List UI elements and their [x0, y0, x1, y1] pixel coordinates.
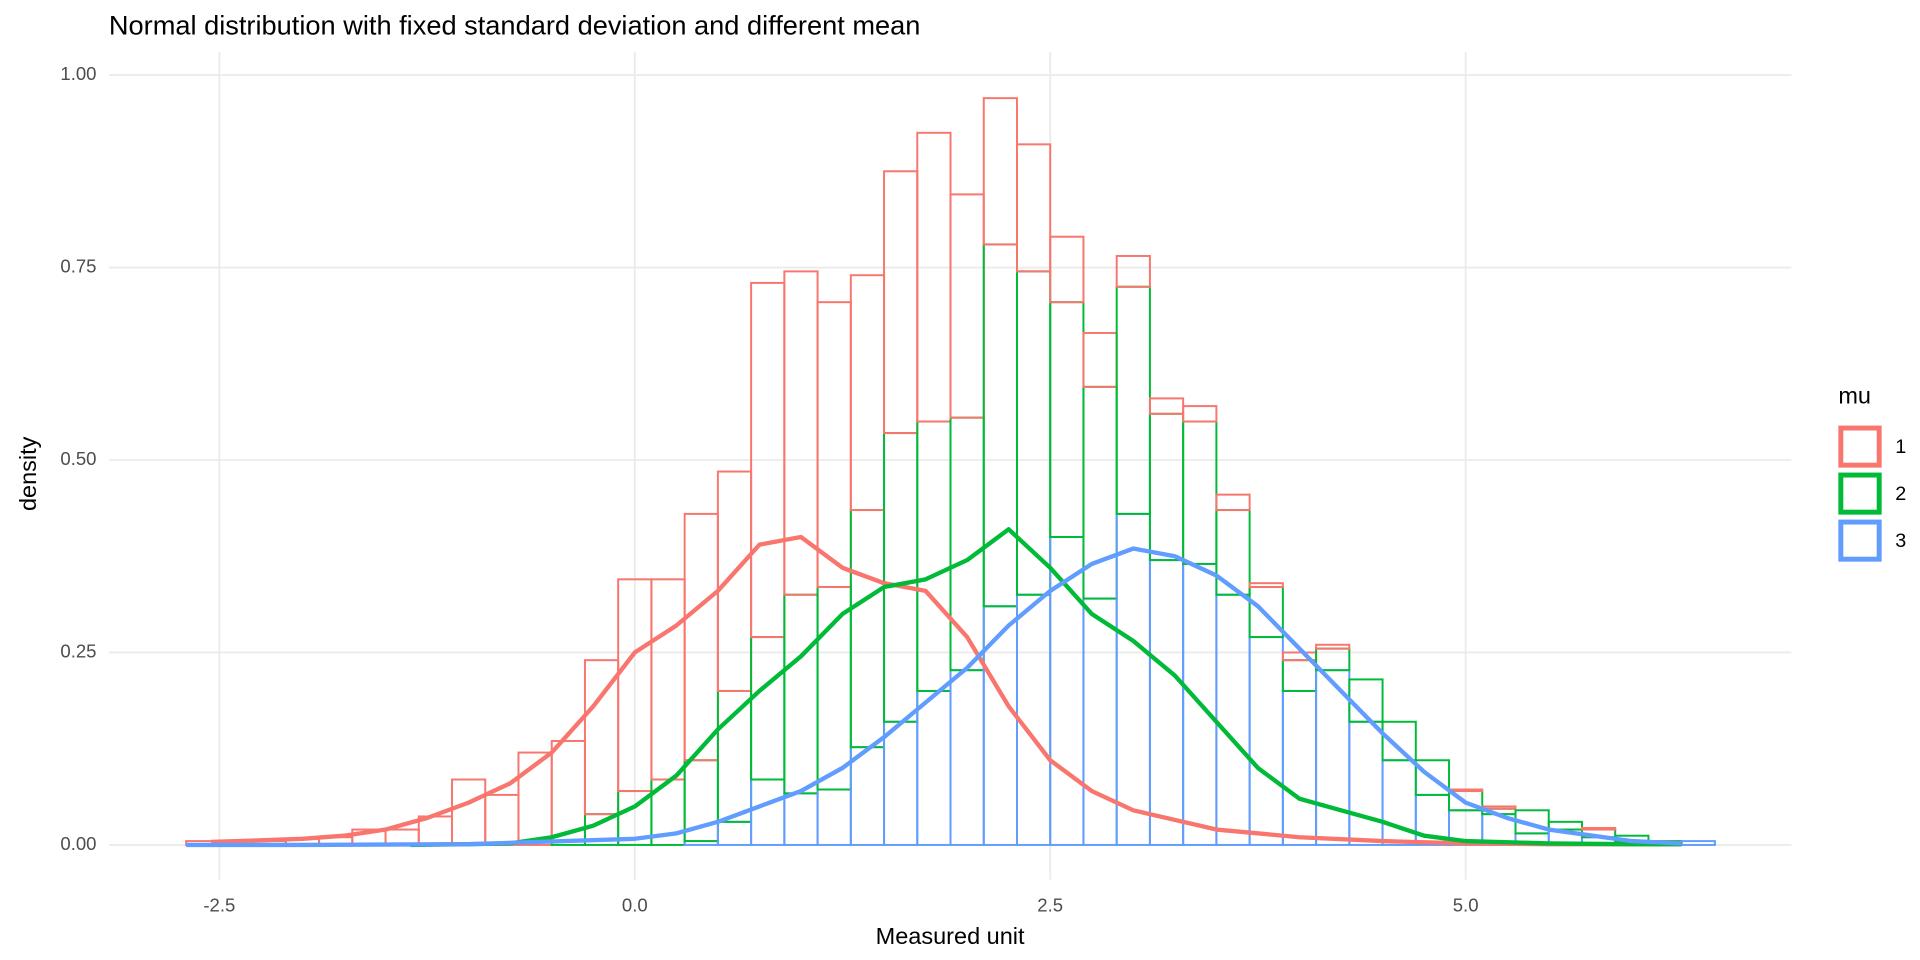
histogram-bar	[1315, 643, 1351, 650]
y-tick-label: 0.25	[60, 640, 96, 661]
histogram-bar	[1148, 397, 1185, 415]
histogram-bar	[650, 578, 686, 781]
histogram-bar	[1115, 254, 1151, 288]
histogram-bar	[1082, 597, 1118, 846]
histogram-bar	[916, 689, 952, 846]
x-tick-label: -2.5	[203, 895, 235, 916]
histogram-bar	[451, 778, 487, 846]
histogram-bar	[1115, 285, 1151, 515]
histogram-bar	[1448, 788, 1484, 793]
y-tick-label: 1.00	[60, 63, 96, 84]
legend-label: 2	[1895, 483, 1906, 505]
histogram-bar	[783, 792, 819, 846]
y-tick-label: 0.00	[60, 833, 96, 854]
histogram-bar	[1215, 493, 1251, 512]
histogram-bar	[982, 243, 1018, 608]
histogram-bar	[849, 746, 886, 846]
histogram-bar	[1381, 720, 1417, 762]
legend-label: 3	[1895, 530, 1906, 552]
histogram-bar	[1248, 582, 1284, 589]
histogram-bar	[716, 820, 753, 846]
histogram-bar	[1015, 270, 1052, 596]
histogram-bar	[1148, 559, 1185, 846]
histogram-bar	[1547, 820, 1583, 831]
chart-title: Normal distribution with fixed standard …	[109, 9, 921, 40]
histogram-bar	[883, 170, 919, 435]
histogram-bar	[949, 669, 985, 846]
histogram-bar	[849, 509, 886, 749]
histogram-bar	[982, 97, 1018, 246]
histogram-bar	[1049, 301, 1085, 538]
legend-label: 1	[1895, 436, 1906, 458]
histogram-bar	[949, 193, 985, 419]
y-tick-label: 0.50	[60, 448, 96, 469]
histogram-bar	[1215, 509, 1251, 596]
histogram-bar	[1281, 659, 1318, 692]
histogram-bar	[484, 793, 520, 846]
histogram-bar	[1182, 405, 1218, 423]
legend-key	[1838, 472, 1882, 515]
y-axis-label: density	[15, 436, 41, 511]
histogram-bar	[1680, 840, 1716, 846]
x-axis-label: Measured unit	[876, 923, 1025, 949]
x-tick-label: 5.0	[1453, 895, 1479, 916]
density-line	[210, 534, 1682, 847]
density-line	[410, 527, 1682, 848]
histogram-bar	[1182, 420, 1218, 565]
histogram-bar	[949, 416, 985, 672]
histogram-bar	[849, 274, 886, 512]
histogram-bar	[816, 586, 852, 791]
histogram-bar	[1148, 412, 1185, 562]
histogram-bar	[1015, 593, 1052, 846]
histogram-bar	[816, 301, 852, 589]
histogram-bar	[550, 740, 586, 843]
density-line	[186, 546, 1682, 848]
histogram-bar	[1248, 636, 1284, 846]
histogram-bar	[1115, 512, 1151, 846]
histogram-bar	[916, 131, 952, 423]
histogram-bar	[1082, 331, 1118, 388]
histogram-bar	[816, 788, 852, 846]
histogram-bar	[1414, 759, 1451, 796]
histogram-bar	[750, 636, 786, 781]
histogram-bar	[1580, 827, 1617, 831]
histogram-bar	[883, 432, 919, 723]
histogram-bar	[883, 720, 919, 846]
histogram-bar	[1215, 593, 1251, 846]
histogram-bar	[750, 778, 786, 846]
histogram-bar	[1015, 143, 1052, 273]
histogram-bar	[1281, 689, 1318, 846]
histogram-bar	[716, 689, 753, 823]
x-tick-label: 0.0	[622, 895, 648, 916]
histogram-bar	[1049, 235, 1085, 304]
x-tick-label: 2.5	[1037, 895, 1063, 916]
legend-title: mu	[1838, 382, 1871, 408]
histogram-bar	[716, 470, 753, 692]
histogram-bar	[982, 605, 1018, 846]
histogram-bar	[916, 420, 952, 692]
legend-key	[1838, 425, 1882, 468]
y-tick-label: 0.75	[60, 255, 96, 276]
histogram-bar	[783, 593, 819, 795]
histogram-bar	[1348, 720, 1384, 846]
histogram-bar	[683, 512, 719, 762]
legend-key	[1838, 519, 1882, 562]
